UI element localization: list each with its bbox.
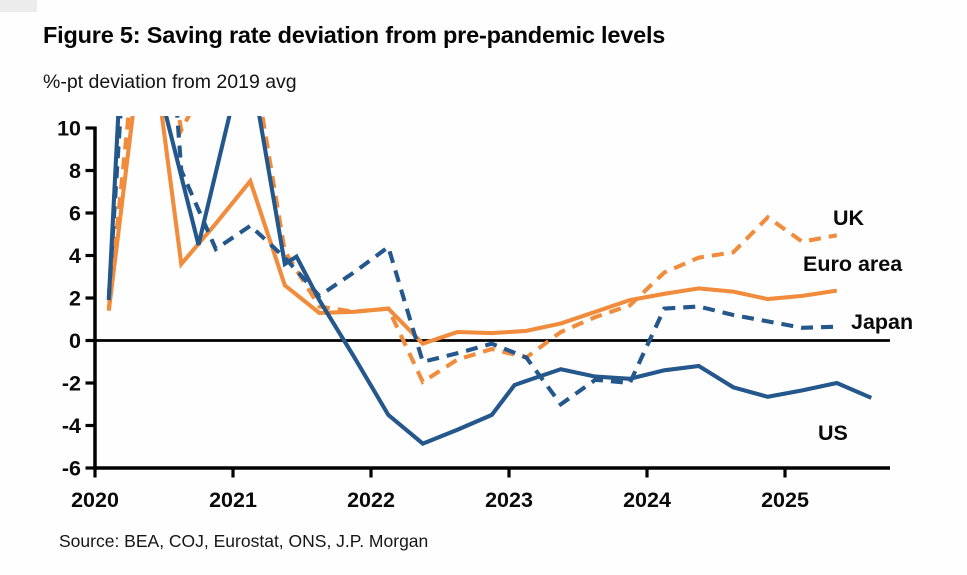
y-tick-label: 2 bbox=[69, 287, 81, 311]
x-tick-label: 2020 bbox=[71, 488, 119, 512]
series-label-us: US bbox=[818, 421, 848, 445]
series-label-japan: Japan bbox=[851, 310, 914, 334]
x-tick-label: 2023 bbox=[485, 488, 533, 512]
y-tick-label: 10 bbox=[57, 117, 81, 141]
y-tick-label: 4 bbox=[69, 244, 81, 268]
scan-artifact bbox=[0, 0, 37, 12]
series-line-japan bbox=[106, 116, 837, 408]
y-tick-label: 8 bbox=[69, 159, 81, 183]
series-label-uk: UK bbox=[833, 206, 865, 230]
figure-title: Figure 5: Saving rate deviation from pre… bbox=[43, 22, 666, 48]
y-tick-label: 6 bbox=[69, 202, 81, 226]
x-tick-label: 2022 bbox=[347, 488, 395, 512]
source-note: Source: BEA, COJ, Eurostat, ONS, J.P. Mo… bbox=[59, 531, 429, 551]
x-tick-label: 2021 bbox=[209, 488, 257, 512]
y-tick-label: -6 bbox=[62, 457, 81, 481]
series-line-uk bbox=[106, 116, 838, 385]
x-tick-label: 2024 bbox=[623, 488, 671, 512]
y-tick-label: 0 bbox=[69, 329, 81, 353]
series-label-euro-area: Euro area bbox=[803, 252, 903, 276]
series-line-us bbox=[106, 116, 873, 446]
figure-subtitle: %-pt deviation from 2019 avg bbox=[43, 71, 297, 93]
y-tick-label: -2 bbox=[62, 372, 81, 396]
series-line-euro-area bbox=[106, 116, 838, 347]
x-tick-label: 2025 bbox=[761, 488, 809, 512]
y-tick-label: -4 bbox=[62, 414, 81, 438]
